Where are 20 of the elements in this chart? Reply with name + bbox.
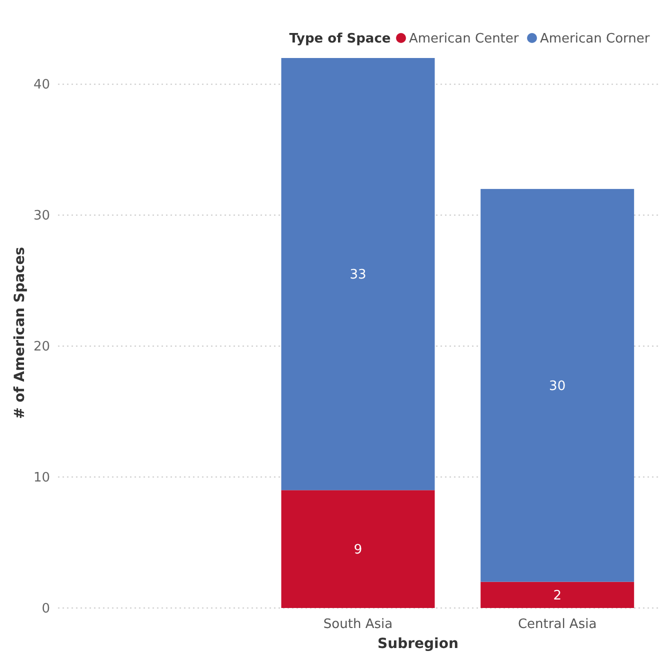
bar (480, 188, 634, 582)
bar (480, 582, 634, 608)
data-label: 30 (549, 378, 566, 394)
y-tick-label: 10 (33, 470, 50, 486)
x-axis-title: Subregion (378, 636, 458, 652)
legend-label: American Center (409, 32, 520, 47)
y-tick-label: 40 (33, 78, 50, 93)
legend-label: American Corner (540, 32, 650, 47)
legend-title: Type of Space (289, 32, 391, 47)
data-label: 2 (553, 588, 562, 604)
data-label: 33 (350, 268, 366, 283)
bar (281, 58, 435, 490)
y-axis-title: # of American Spaces (12, 246, 28, 420)
x-tick-label: South Asia (323, 617, 393, 632)
x-tick-label: Central Asia (518, 617, 597, 632)
bar (281, 490, 435, 608)
data-label: 9 (354, 542, 362, 558)
y-tick-label: 0 (42, 602, 50, 617)
y-tick-label: 20 (33, 340, 50, 355)
y-tick-label: 30 (33, 208, 50, 224)
